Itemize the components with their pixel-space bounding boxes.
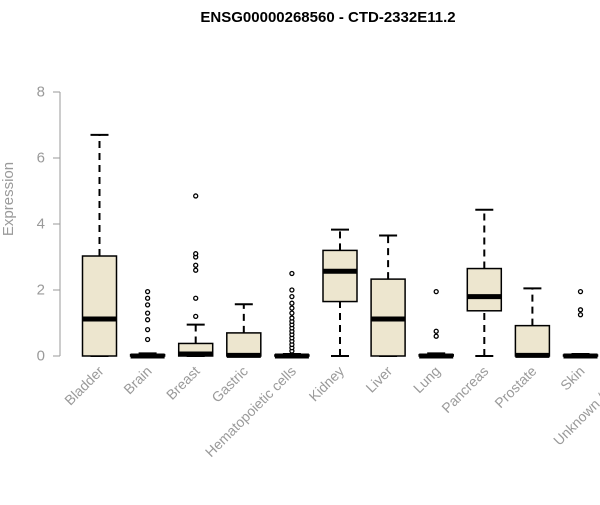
outlier-point: [146, 338, 150, 342]
box-group: [419, 290, 453, 356]
outlier-point: [194, 268, 198, 272]
box-iqr: [515, 326, 549, 356]
box-group: [227, 304, 261, 356]
box-group: [131, 290, 165, 356]
outlier-point: [290, 295, 294, 299]
outlier-point: [290, 316, 294, 320]
outlier-point: [194, 296, 198, 300]
y-axis: 0 2 4 6 8: [37, 84, 60, 365]
outlier-point: [290, 301, 294, 305]
outlier-point: [579, 308, 583, 312]
box-iqr: [467, 269, 501, 311]
x-category-label: Skin: [557, 363, 588, 394]
y-tick-label: 4: [37, 216, 45, 233]
outlier-point: [290, 306, 294, 310]
box-iqr: [83, 256, 117, 356]
outlier-point: [434, 334, 438, 338]
chart-title: ENSG00000268560 - CTD-2332E11.2: [200, 9, 455, 26]
x-category-label: Breast: [163, 363, 203, 403]
box-group: [179, 194, 213, 356]
outlier-point: [146, 328, 150, 332]
box-group: [275, 272, 309, 357]
outlier-point: [434, 290, 438, 294]
y-tick-label: 6: [37, 150, 45, 167]
box-group: [323, 230, 357, 356]
outlier-point: [194, 252, 198, 256]
y-axis-label: Expression: [0, 162, 17, 236]
x-category-label: Pancreas: [438, 363, 491, 416]
x-category-label: Bladder: [61, 363, 107, 409]
box-iqr: [227, 333, 261, 356]
outlier-point: [146, 290, 150, 294]
y-tick-label: 0: [37, 348, 45, 365]
x-category-label: Brain: [120, 363, 154, 397]
x-category-label: Prostate: [491, 363, 539, 411]
box-group: [564, 290, 598, 356]
outlier-point: [146, 311, 150, 315]
box-group: [83, 135, 117, 356]
outlier-point: [579, 313, 583, 317]
outlier-point: [290, 288, 294, 292]
y-tick-label: 2: [37, 282, 45, 299]
outlier-point: [146, 318, 150, 322]
outlier-point: [579, 290, 583, 294]
box-group: [371, 236, 405, 356]
box-group: [467, 210, 501, 356]
x-category-label: Hematopoietic cells: [202, 363, 299, 460]
outlier-point: [146, 303, 150, 307]
x-category-label: Gastric: [208, 363, 251, 406]
box-group: [515, 288, 549, 356]
outlier-point: [290, 311, 294, 315]
x-category-label: Kidney: [306, 363, 348, 405]
outlier-point: [434, 329, 438, 333]
outlier-point: [194, 314, 198, 318]
outlier-point: [290, 272, 294, 276]
outlier-point: [194, 194, 198, 198]
box-iqr: [323, 250, 357, 301]
y-tick-label: 8: [37, 84, 45, 101]
x-category-label: Lung: [410, 363, 443, 396]
plot-area: [83, 42, 600, 356]
outlier-point: [146, 296, 150, 300]
outlier-point: [194, 263, 198, 267]
x-category-label: Liver: [362, 363, 395, 396]
